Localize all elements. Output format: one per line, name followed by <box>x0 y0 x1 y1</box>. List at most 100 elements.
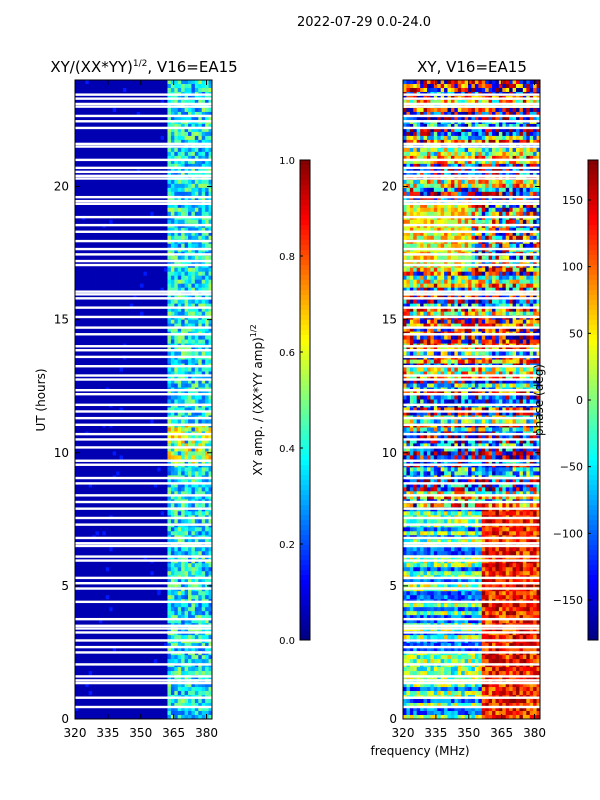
amplitude-heatmap-cell <box>129 151 134 157</box>
amplitude-heatmap-cell <box>201 419 206 424</box>
amplitude-heatmap-cell <box>95 371 100 376</box>
amplitude-heatmap-cell <box>136 131 141 137</box>
amplitude-heatmap-cell <box>167 375 172 380</box>
amplitude-heatmap-cell <box>109 243 114 249</box>
amplitude-heatmap-cell <box>153 531 158 536</box>
amplitude-heatmap-cell <box>208 187 213 193</box>
amplitude-heatmap-cell <box>201 367 206 372</box>
amplitude-heatmap-cell <box>160 123 165 129</box>
amplitude-heatmap-cell <box>170 307 175 313</box>
amplitude-heatmap-cell <box>188 487 192 492</box>
amplitude-heatmap-cell <box>170 211 175 217</box>
amplitude-heatmap-cell <box>119 455 124 460</box>
amplitude-heatmap-cell <box>140 123 144 129</box>
amplitude-heatmap-cell <box>143 171 148 177</box>
amplitude-heatmap-cell <box>136 407 141 412</box>
amplitude-heatmap-cell <box>146 487 151 492</box>
amplitude-heatmap-cell <box>143 511 148 516</box>
amplitude-heatmap-cell <box>164 455 168 460</box>
amplitude-heatmap-cell <box>126 467 131 472</box>
amplitude-heatmap-cell <box>75 203 79 209</box>
amplitude-heatmap-cell <box>81 319 86 325</box>
amplitude-heatmap-cell <box>88 359 93 364</box>
amplitude-heatmap-cell <box>85 563 90 568</box>
amplitude-heatmap-cell <box>177 487 182 492</box>
amplitude-heatmap-cell <box>95 231 100 237</box>
amplitude-heatmap-cell <box>205 99 209 105</box>
amplitude-heatmap-cell <box>119 255 124 261</box>
amplitude-heatmap-cell <box>102 163 107 169</box>
amplitude-heatmap-cell <box>75 151 79 157</box>
amplitude-heatmap-cell <box>81 339 86 344</box>
amplitude-heatmap-cell <box>157 243 162 249</box>
amplitude-heatmap-cell <box>160 231 165 237</box>
amplitude-heatmap-cell <box>136 435 141 440</box>
amplitude-heatmap-cell <box>116 335 120 340</box>
amplitude-heatmap-cell <box>136 335 141 340</box>
amplitude-heatmap-cell <box>188 399 192 404</box>
amplitude-heatmap-cell <box>143 111 148 117</box>
amplitude-heatmap-cell <box>109 207 114 213</box>
amplitude-heatmap-cell <box>170 179 175 185</box>
amplitude-heatmap-cell <box>126 395 131 400</box>
amplitude-heatmap-cell <box>109 99 114 105</box>
amplitude-heatmap-cell <box>194 115 199 121</box>
amplitude-heatmap-cell <box>143 471 148 476</box>
amplitude-heatmap-cell <box>92 299 96 305</box>
amplitude-heatmap-cell <box>143 243 148 249</box>
amplitude-heatmap-cell <box>174 231 179 237</box>
amplitude-heatmap-cell <box>133 339 138 344</box>
amplitude-heatmap-cell <box>116 147 120 153</box>
amplitude-heatmap-cell <box>143 539 148 544</box>
amplitude-heatmap-cell <box>85 411 90 416</box>
amplitude-heatmap-cell <box>164 479 168 484</box>
amplitude-heatmap-cell <box>102 407 107 412</box>
amplitude-heatmap-cell <box>95 399 100 404</box>
amplitude-heatmap-cell <box>181 203 185 209</box>
amplitude-heatmap-cell <box>88 99 93 105</box>
amplitude-heatmap-cell <box>191 319 196 325</box>
amplitude-heatmap-cell <box>88 255 93 261</box>
amplitude-heatmap-cell <box>201 323 206 329</box>
amplitude-heatmap-cell <box>174 139 179 145</box>
amplitude-heatmap-cell <box>81 87 86 93</box>
amplitude-heatmap-cell <box>133 547 138 552</box>
amplitude-heatmap-cell <box>143 411 148 416</box>
amplitude-heatmap-cell <box>81 467 86 472</box>
amplitude-heatmap-cell <box>109 563 114 568</box>
amplitude-heatmap-cell <box>177 395 182 400</box>
amplitude-heatmap-cell <box>78 319 83 325</box>
amplitude-heatmap-cell <box>157 419 162 424</box>
amplitude-heatmap-cell <box>81 311 86 317</box>
amplitude-heatmap-cell <box>188 495 192 500</box>
amplitude-heatmap-cell <box>198 383 203 388</box>
amplitude-heatmap-cell <box>157 191 162 197</box>
amplitude-heatmap-cell <box>208 471 213 476</box>
amplitude-heatmap-cell <box>92 419 96 424</box>
amplitude-heatmap-cell <box>75 383 79 388</box>
amplitude-heatmap-cell <box>81 511 86 516</box>
amplitude-heatmap-cell <box>133 531 138 536</box>
amplitude-heatmap-cell <box>177 115 182 121</box>
amplitude-heatmap-cell <box>98 447 103 452</box>
amplitude-heatmap-cell <box>122 467 127 472</box>
amplitude-heatmap-cell <box>201 99 206 105</box>
amplitude-heatmap-cell <box>153 139 158 145</box>
amplitude-heatmap-cell <box>95 303 100 309</box>
amplitude-heatmap-cell <box>181 267 185 273</box>
amplitude-heatmap-cell <box>119 519 124 524</box>
amplitude-heatmap-cell <box>112 519 117 524</box>
amplitude-heatmap-cell <box>140 551 144 556</box>
amplitude-heatmap-cell <box>136 267 141 273</box>
amplitude-heatmap-cell <box>85 267 90 273</box>
amplitude-heatmap-cell <box>188 527 192 532</box>
amplitude-heatmap-cell <box>191 451 196 456</box>
amplitude-heatmap-cell <box>136 351 141 356</box>
amplitude-heatmap-cell <box>157 319 162 325</box>
amplitude-heatmap-cell <box>146 519 151 524</box>
amplitude-heatmap-cell <box>116 395 120 400</box>
amplitude-heatmap-cell <box>208 235 213 241</box>
amplitude-heatmap-cell <box>174 395 179 400</box>
amplitude-heatmap-cell <box>129 299 134 305</box>
amplitude-heatmap-cell <box>75 335 79 340</box>
